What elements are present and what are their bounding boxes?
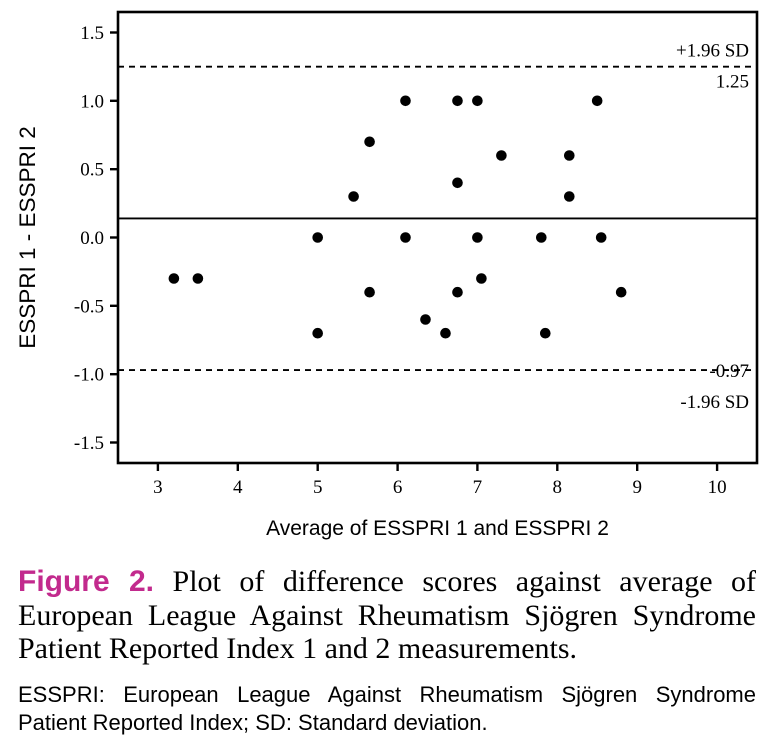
svg-text:8: 8 (553, 477, 563, 498)
svg-text:0.0: 0.0 (80, 228, 104, 249)
svg-text:6: 6 (393, 477, 403, 498)
svg-text:10: 10 (708, 477, 727, 498)
svg-text:1.25: 1.25 (716, 72, 749, 93)
svg-text:1.5: 1.5 (80, 23, 104, 44)
svg-text:7: 7 (473, 477, 483, 498)
svg-text:+1.96 SD: +1.96 SD (676, 41, 749, 62)
svg-text:-0.97: -0.97 (709, 361, 749, 382)
svg-text:9: 9 (632, 477, 642, 498)
svg-text:-0.5: -0.5 (74, 296, 104, 317)
svg-text:0.5: 0.5 (80, 160, 104, 181)
svg-text:1.0: 1.0 (80, 91, 104, 112)
svg-text:ESSPRI 1 - ESSPRI 2: ESSPRI 1 - ESSPRI 2 (15, 126, 40, 349)
svg-text:-1.0: -1.0 (74, 365, 104, 386)
svg-text:Average of ESSPRI 1 and ESSPRI: Average of ESSPRI 1 and ESSPRI 2 (266, 517, 609, 540)
svg-text:-1.96 SD: -1.96 SD (680, 392, 749, 413)
svg-text:-1.5: -1.5 (74, 433, 104, 454)
svg-text:5: 5 (313, 477, 323, 498)
svg-text:3: 3 (153, 477, 163, 498)
svg-text:4: 4 (233, 477, 243, 498)
